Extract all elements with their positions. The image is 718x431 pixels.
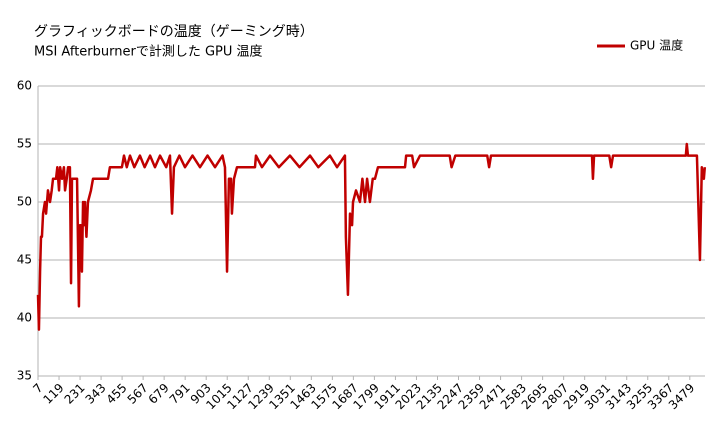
y-tick-label: 55 bbox=[17, 137, 32, 151]
chart-title: グラフィックボードの温度（ゲーミング時） bbox=[34, 24, 314, 40]
chart-subtitle: MSI Afterburnerで計測した GPU 温度 bbox=[34, 44, 263, 60]
legend-label: GPU 温度 bbox=[630, 38, 683, 53]
y-tick-label: 60 bbox=[17, 79, 32, 93]
y-tick-label: 35 bbox=[17, 369, 32, 383]
data-line bbox=[36, 142, 707, 331]
y-tick-label: 40 bbox=[17, 311, 32, 325]
y-tick-label: 50 bbox=[17, 195, 32, 209]
y-tick-label: 45 bbox=[17, 253, 32, 267]
